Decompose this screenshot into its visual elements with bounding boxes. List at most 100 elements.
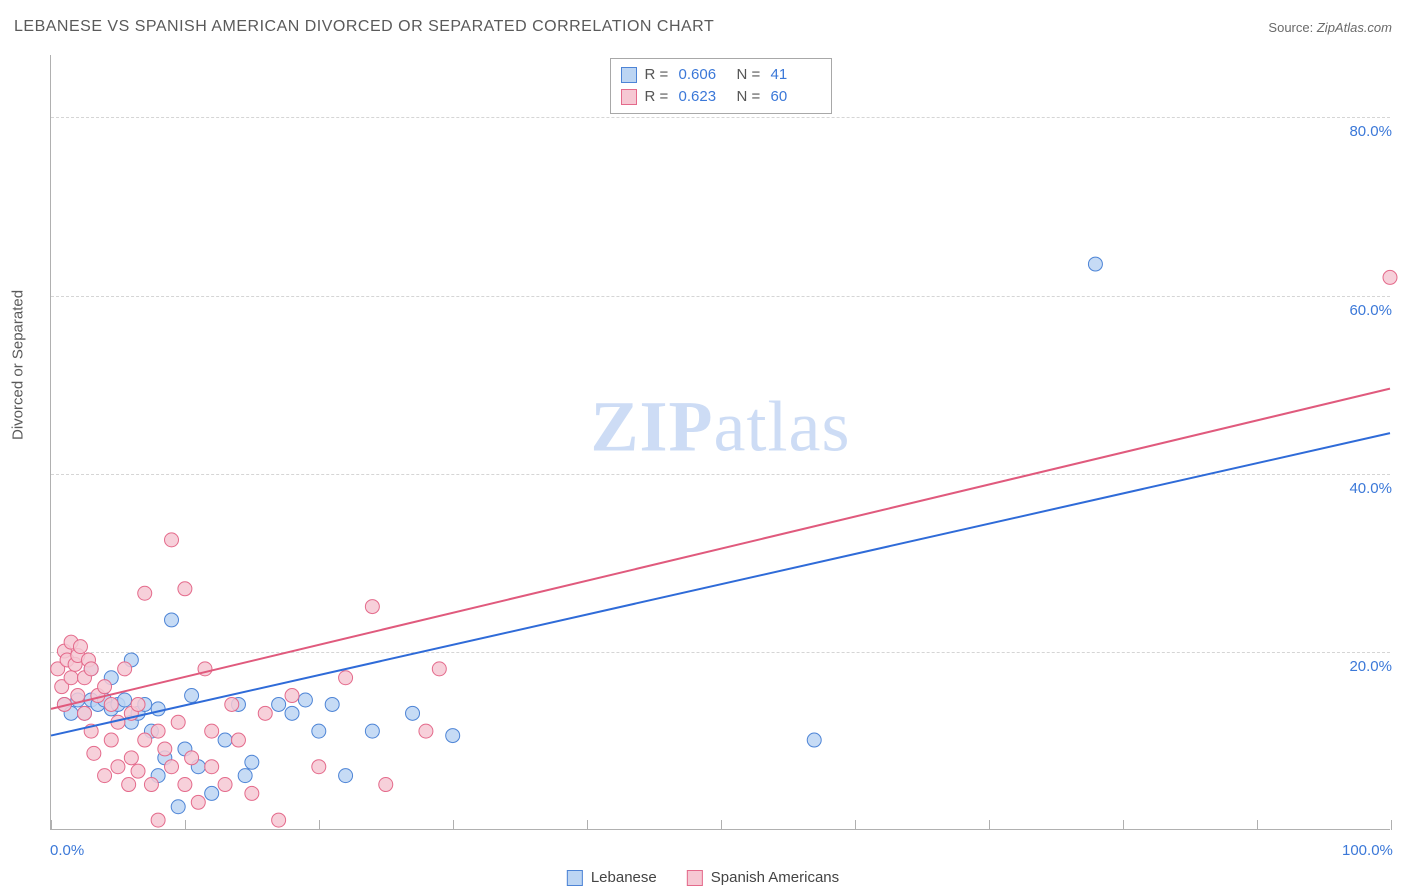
- scatter-point-lebanese: [171, 800, 185, 814]
- source-value: ZipAtlas.com: [1317, 20, 1392, 35]
- scatter-point-spanish: [104, 733, 118, 747]
- scatter-point-spanish: [258, 706, 272, 720]
- scatter-point-lebanese: [272, 697, 286, 711]
- scatter-point-lebanese: [325, 697, 339, 711]
- scatter-point-spanish: [98, 680, 112, 694]
- scatter-point-lebanese: [218, 733, 232, 747]
- r-value-spanish: 0.623: [679, 86, 729, 108]
- scatter-point-lebanese: [205, 786, 219, 800]
- n-value-lebanese: 41: [771, 64, 821, 86]
- scatter-point-lebanese: [165, 613, 179, 627]
- scatter-point-spanish: [285, 689, 299, 703]
- legend-item-lebanese: Lebanese: [567, 869, 657, 886]
- scatter-point-lebanese: [285, 706, 299, 720]
- scatter-point-spanish: [138, 586, 152, 600]
- scatter-point-lebanese: [339, 769, 353, 783]
- swatch-lebanese-icon: [567, 870, 583, 886]
- scatter-point-spanish: [339, 671, 353, 685]
- scatter-point-spanish: [111, 760, 125, 774]
- swatch-spanish-icon: [621, 89, 637, 105]
- scatter-point-lebanese: [406, 706, 420, 720]
- scatter-point-spanish: [178, 778, 192, 792]
- scatter-point-lebanese: [245, 755, 259, 769]
- scatter-point-spanish: [118, 662, 132, 676]
- scatter-point-lebanese: [118, 693, 132, 707]
- legend-row-spanish: R = 0.623 N = 60: [621, 86, 821, 108]
- scatter-point-spanish: [131, 697, 145, 711]
- n-label: N =: [737, 64, 763, 86]
- scatter-point-spanish: [171, 715, 185, 729]
- scatter-point-lebanese: [238, 769, 252, 783]
- scatter-point-spanish: [165, 533, 179, 547]
- legend-row-lebanese: R = 0.606 N = 41: [621, 64, 821, 86]
- scatter-point-spanish: [165, 760, 179, 774]
- source-attribution: Source: ZipAtlas.com: [1268, 20, 1392, 35]
- scatter-point-spanish: [379, 778, 393, 792]
- legend-item-spanish: Spanish Americans: [687, 869, 839, 886]
- scatter-point-lebanese: [1088, 257, 1102, 271]
- scatter-point-spanish: [225, 697, 239, 711]
- scatter-point-spanish: [272, 813, 286, 827]
- r-label: R =: [645, 64, 671, 86]
- scatter-point-spanish: [87, 746, 101, 760]
- scatter-point-spanish: [138, 733, 152, 747]
- scatter-point-lebanese: [365, 724, 379, 738]
- n-label: N =: [737, 86, 763, 108]
- scatter-point-spanish: [158, 742, 172, 756]
- scatter-point-spanish: [185, 751, 199, 765]
- scatter-point-spanish: [124, 751, 138, 765]
- scatter-point-spanish: [77, 706, 91, 720]
- scatter-point-spanish: [64, 671, 78, 685]
- scatter-point-spanish: [131, 764, 145, 778]
- n-value-spanish: 60: [771, 86, 821, 108]
- swatch-spanish-icon: [687, 870, 703, 886]
- scatter-point-spanish: [1383, 270, 1397, 284]
- scatter-point-lebanese: [807, 733, 821, 747]
- scatter-point-spanish: [432, 662, 446, 676]
- series-legend: Lebanese Spanish Americans: [567, 869, 839, 886]
- scatter-point-spanish: [231, 733, 245, 747]
- scatter-point-spanish: [122, 778, 136, 792]
- y-tick-label: 80.0%: [1349, 123, 1392, 140]
- scatter-point-spanish: [98, 769, 112, 783]
- y-tick-label: 60.0%: [1349, 302, 1392, 319]
- scatter-point-spanish: [191, 795, 205, 809]
- correlation-legend: R = 0.606 N = 41 R = 0.623 N = 60: [610, 58, 832, 114]
- scatter-point-lebanese: [185, 689, 199, 703]
- r-value-lebanese: 0.606: [679, 64, 729, 86]
- scatter-point-spanish: [151, 724, 165, 738]
- scatter-point-spanish: [104, 697, 118, 711]
- scatter-point-spanish: [419, 724, 433, 738]
- chart-plot-area: ZIPatlas R = 0.606 N = 41 R = 0.623 N = …: [50, 55, 1390, 830]
- legend-label-lebanese: Lebanese: [591, 869, 657, 886]
- chart-title: LEBANESE VS SPANISH AMERICAN DIVORCED OR…: [14, 18, 714, 36]
- trend-line-spanish: [51, 389, 1390, 709]
- x-tick-label: 100.0%: [1342, 842, 1393, 859]
- scatter-point-spanish: [151, 813, 165, 827]
- scatter-point-spanish: [178, 582, 192, 596]
- legend-label-spanish: Spanish Americans: [711, 869, 839, 886]
- scatter-point-spanish: [144, 778, 158, 792]
- scatter-point-spanish: [73, 640, 87, 654]
- y-axis-title: Divorced or Separated: [10, 290, 27, 440]
- scatter-point-lebanese: [151, 702, 165, 716]
- swatch-lebanese-icon: [621, 67, 637, 83]
- trend-line-lebanese: [51, 433, 1390, 735]
- y-tick-label: 40.0%: [1349, 480, 1392, 497]
- scatter-point-spanish: [218, 778, 232, 792]
- scatter-point-lebanese: [298, 693, 312, 707]
- scatter-point-spanish: [205, 760, 219, 774]
- x-tick: [1391, 820, 1392, 830]
- scatter-point-spanish: [205, 724, 219, 738]
- x-tick-label: 0.0%: [50, 842, 84, 859]
- scatter-point-lebanese: [446, 729, 460, 743]
- scatter-point-spanish: [365, 600, 379, 614]
- source-label: Source:: [1268, 20, 1313, 35]
- scatter-point-spanish: [245, 786, 259, 800]
- scatter-point-lebanese: [312, 724, 326, 738]
- scatter-point-spanish: [84, 662, 98, 676]
- scatter-svg: [51, 55, 1390, 829]
- scatter-point-spanish: [312, 760, 326, 774]
- y-tick-label: 20.0%: [1349, 658, 1392, 675]
- r-label: R =: [645, 86, 671, 108]
